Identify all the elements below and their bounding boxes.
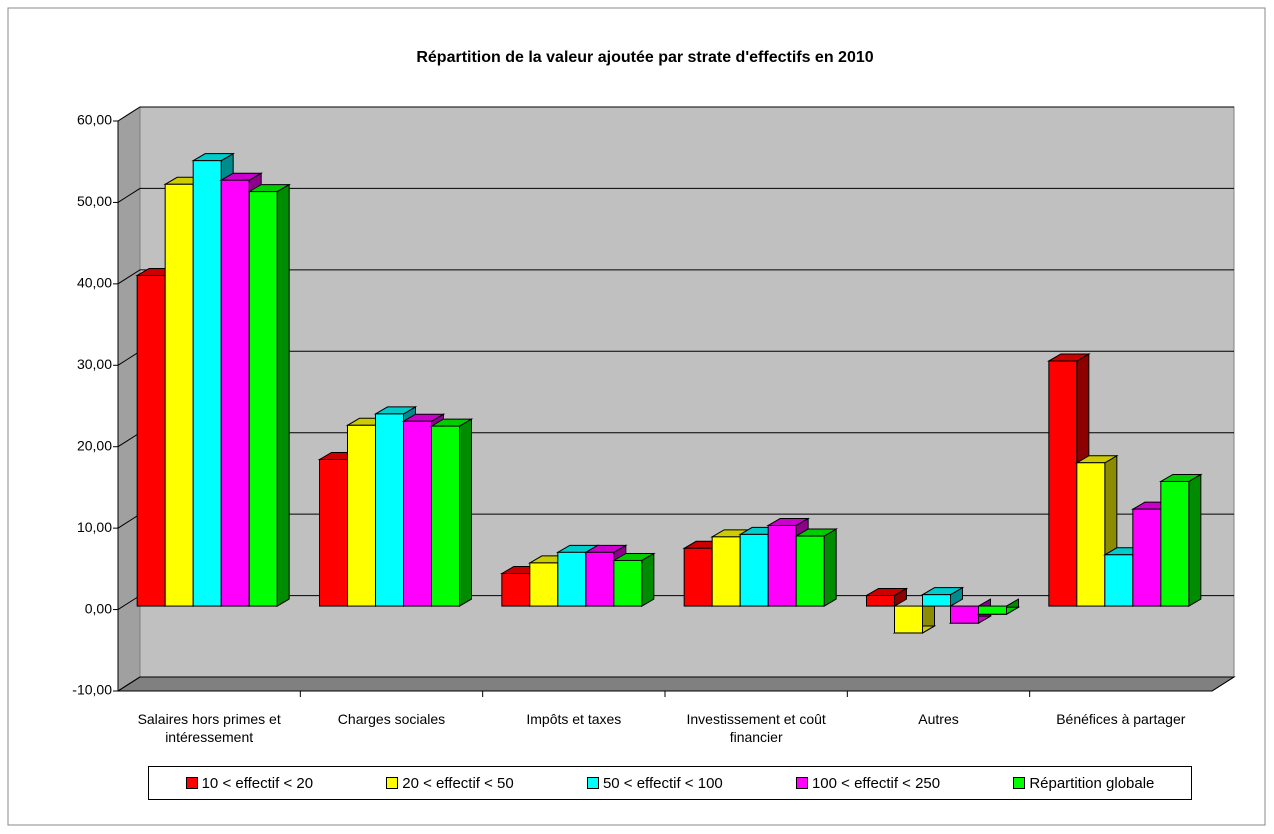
legend-label: 10 < effectif < 20 (201, 774, 314, 792)
y-tick-label: -10,00 (72, 682, 112, 698)
grid-line (117, 676, 1234, 692)
grid-line (117, 269, 1234, 285)
bar-front (894, 605, 923, 634)
y-tick-label: 30,00 (77, 356, 112, 372)
bar-front (795, 535, 825, 607)
x-tick-label: Autres (918, 711, 959, 727)
legend-swatch (795, 777, 808, 789)
bar-front (950, 605, 979, 624)
x-tick-label: Investissement et coût financier (686, 711, 826, 745)
bar (611, 552, 656, 607)
bar-front (683, 547, 713, 607)
legend-item: 100 < effectif < 250 (795, 774, 941, 792)
bar-side (1188, 473, 1202, 607)
bar-side (276, 183, 290, 607)
bar-front (248, 191, 278, 607)
legend: 10 < effectif < 20 20 < effectif < 50 50 <… (148, 766, 1192, 800)
bar-front (922, 594, 951, 607)
bar-side (641, 552, 655, 607)
bar (892, 598, 937, 634)
bar (247, 183, 292, 607)
legend-item: 10 < effectif < 20 (185, 774, 314, 792)
bar-front (711, 536, 741, 607)
legend-swatch (586, 777, 599, 789)
bar-front (136, 274, 166, 607)
legend-item: 20 < effectif < 50 (386, 774, 514, 792)
y-tick-label: 40,00 (77, 275, 112, 291)
x-tick-label: Charges sociales (337, 711, 446, 727)
x-axis-end (1211, 676, 1235, 692)
x-tick-label: Salaires hors primes et intéressement (137, 711, 281, 745)
legend-swatch (1013, 777, 1026, 789)
grid-line (117, 187, 1234, 203)
bar-front (1104, 554, 1134, 607)
bar-front (501, 573, 531, 607)
bar-front (1160, 480, 1190, 607)
bar-side (823, 528, 837, 607)
bar-front (1048, 360, 1078, 607)
y-tick-label: 60,00 (77, 112, 112, 128)
bar-side (459, 418, 472, 607)
bar (794, 528, 839, 607)
y-tick-label: 0,00 (85, 600, 112, 616)
legend-label: 20 < effectif < 50 (402, 774, 514, 792)
legend-label: Répartition globale (1029, 774, 1155, 792)
bar-front (319, 459, 348, 607)
legend-label: 50 < effectif < 100 (602, 774, 723, 792)
bar-front (347, 424, 376, 607)
bar-front (767, 524, 797, 607)
legend-swatch (185, 777, 198, 789)
bar-front (192, 160, 222, 607)
legend-item: 50 < effectif < 100 (586, 774, 723, 792)
bar-front (1076, 462, 1106, 607)
y-tick-label: 10,00 (77, 519, 112, 535)
x-tick-label: Impôts et taxes (526, 711, 622, 727)
bar (864, 587, 909, 607)
legend-swatch (386, 777, 399, 789)
bar (429, 418, 474, 607)
legend-item: Répartition globale (1013, 775, 1154, 792)
bar-front (403, 420, 432, 607)
bar-front (557, 551, 587, 607)
bar-front (613, 559, 643, 607)
bar-front (739, 533, 769, 607)
grid-line (117, 106, 1234, 122)
bar-front (1132, 508, 1162, 607)
y-tick-label: 50,00 (77, 193, 112, 209)
bar (1158, 473, 1203, 607)
bar-front (164, 183, 194, 607)
bar-front (529, 562, 559, 607)
chart-title: Répartition de la valeur ajoutée par str… (416, 49, 873, 66)
y-tick-label: 20,00 (77, 437, 112, 453)
bar-front (375, 413, 404, 607)
bar (976, 598, 1021, 616)
bar-front (220, 179, 250, 607)
bar (920, 586, 965, 607)
bar-front (978, 605, 1007, 615)
floor (116, 676, 1236, 692)
bar-front (585, 551, 615, 607)
legend-label: 100 < effectif < 250 (811, 774, 941, 792)
bar-front (431, 425, 460, 607)
bar-front (866, 594, 895, 607)
x-tick-label: Bénéfices à partager (1056, 711, 1186, 727)
